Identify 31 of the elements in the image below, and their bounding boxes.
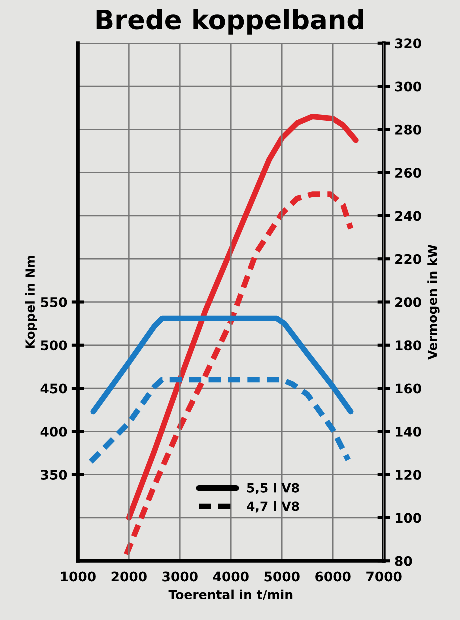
- y2-tick-label: 200: [396, 297, 422, 308]
- y-tick-label: 450: [40, 384, 68, 394]
- x-tick-label: 6000: [316, 572, 351, 582]
- y2-tick-label: 220: [396, 254, 422, 264]
- annotation: 5,5 l V8: [247, 483, 300, 494]
- y2-tick-label: 180: [396, 340, 422, 351]
- y2-tick-label: 140: [396, 426, 422, 437]
- y2-tick-label: 320: [395, 38, 422, 49]
- y2-tick-label: 100: [396, 513, 422, 524]
- y-tick-label: 500: [41, 340, 68, 351]
- x-tick-label: 2000: [112, 572, 147, 582]
- y2-tick-label: 240: [396, 211, 422, 222]
- y2-tick-label: 120: [396, 470, 422, 480]
- y2-tick-label: 260: [396, 168, 422, 178]
- x-tick-label: 5000: [264, 572, 300, 582]
- x-tick-label: 3000: [162, 572, 198, 582]
- y-tick-label: 550: [41, 297, 68, 308]
- y2-tick-label: 80: [395, 556, 412, 566]
- y-axis-title: Koppel in Nm: [25, 256, 38, 348]
- y2-tick-label: 300: [395, 82, 422, 92]
- chart-title: Brede koppelband: [96, 9, 364, 35]
- x-tick-label: 4000: [213, 572, 249, 582]
- x-axis-title: Toerental in t/min: [168, 590, 293, 600]
- y2-tick-label: 280: [396, 124, 422, 135]
- annotation: 4,7 l V8: [247, 502, 300, 513]
- x-tick-label: 1000: [61, 572, 96, 582]
- y2-axis-title: Vermogen in kW: [428, 244, 440, 360]
- y-tick-label: 350: [41, 470, 68, 480]
- x-tick-label: 7000: [366, 572, 402, 582]
- y-tick-label: 400: [40, 426, 68, 437]
- y2-tick-label: 160: [396, 384, 422, 394]
